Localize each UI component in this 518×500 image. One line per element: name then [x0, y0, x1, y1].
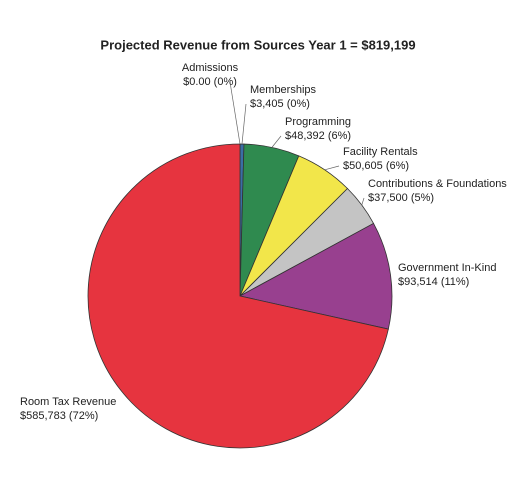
leader-line [229, 81, 241, 145]
slice-value-label: $50,605 (6%) [343, 160, 409, 172]
slice-value-label: $48,392 (6%) [285, 130, 351, 142]
slice-label: Programming [285, 116, 351, 128]
labels: Admissions $0.00 (0%) Memberships $3,405 (0… [20, 62, 507, 422]
slice-label: Room Tax Revenue [20, 396, 116, 408]
slice-value-label: $585,783 (72%) [20, 410, 98, 422]
slice-label: Contributions & Foundations [368, 178, 507, 190]
slice-value-label: $93,514 (11%) [398, 276, 469, 288]
pie-slice [238, 222, 393, 330]
slice-label: Memberships [250, 84, 317, 96]
pie-slice [87, 143, 389, 449]
slice-value-label: $37,500 (5%) [368, 192, 434, 204]
slice-value-label: $0.00 (0%) [183, 76, 237, 88]
pie [87, 143, 393, 449]
leader-line [361, 197, 365, 206]
leader-line [324, 165, 340, 171]
slice-value-label: $3,405 (0%) [250, 98, 310, 110]
leader-line [271, 135, 282, 148]
chart-title: Projected Revenue from Sources Year 1 = … [100, 37, 415, 52]
leader-line [241, 103, 247, 145]
slice-label: Government In-Kind [398, 262, 496, 274]
slice-label: Facility Rentals [343, 146, 418, 158]
slice-label: Admissions [182, 62, 239, 74]
